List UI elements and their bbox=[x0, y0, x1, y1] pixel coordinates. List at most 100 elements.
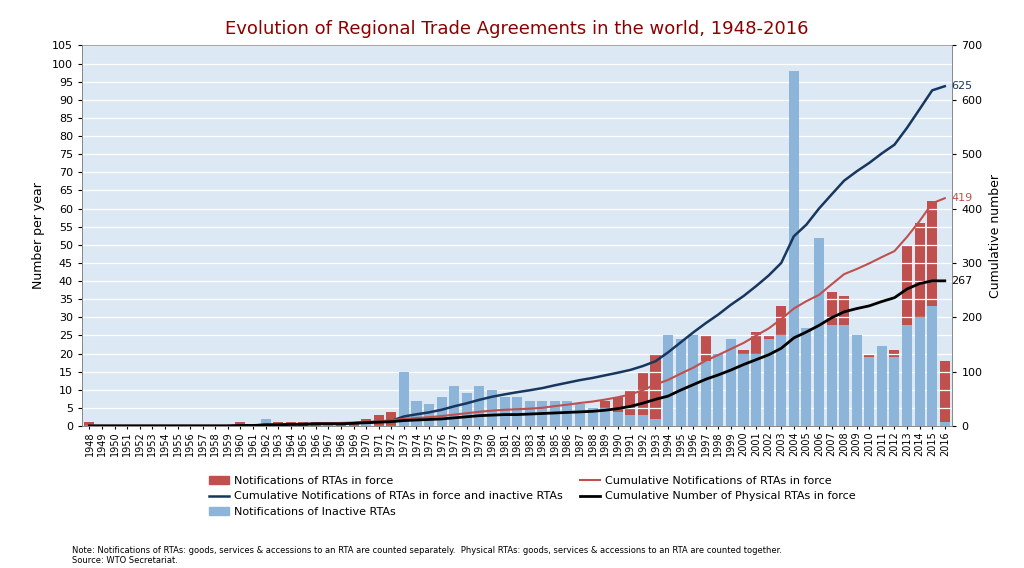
Bar bbox=[324, 423, 334, 426]
Bar bbox=[814, 237, 824, 426]
Bar bbox=[575, 404, 585, 426]
Bar bbox=[324, 423, 334, 426]
Bar bbox=[864, 357, 874, 426]
Bar bbox=[788, 292, 799, 426]
Bar bbox=[714, 353, 723, 426]
Bar bbox=[890, 350, 899, 426]
Bar bbox=[436, 411, 446, 426]
Bar bbox=[336, 423, 346, 426]
Bar bbox=[726, 350, 736, 426]
Bar bbox=[700, 335, 711, 426]
Bar bbox=[474, 386, 484, 426]
Bar bbox=[273, 423, 284, 426]
Bar bbox=[424, 415, 434, 426]
Bar bbox=[839, 324, 849, 426]
Text: Note: Notifications of RTAs: goods, services & accessions to an RTA are counted : Note: Notifications of RTAs: goods, serv… bbox=[72, 546, 781, 565]
Bar bbox=[575, 404, 585, 426]
Bar bbox=[626, 415, 635, 426]
Bar bbox=[386, 411, 396, 426]
Bar bbox=[399, 408, 409, 426]
Bar bbox=[738, 350, 749, 426]
Bar bbox=[902, 324, 912, 426]
Bar bbox=[751, 353, 761, 426]
Text: 419: 419 bbox=[951, 193, 973, 203]
Bar bbox=[612, 411, 623, 426]
Bar bbox=[638, 415, 648, 426]
Bar bbox=[852, 335, 862, 426]
Bar bbox=[738, 353, 749, 426]
Bar bbox=[650, 353, 660, 426]
Bar bbox=[361, 419, 372, 426]
Bar bbox=[914, 318, 925, 426]
Bar bbox=[348, 423, 358, 426]
Bar bbox=[776, 335, 786, 426]
Bar bbox=[399, 371, 409, 426]
Bar bbox=[927, 201, 937, 426]
Bar bbox=[538, 415, 547, 426]
Bar bbox=[890, 357, 899, 426]
Bar bbox=[374, 415, 384, 426]
Bar bbox=[676, 346, 686, 426]
Bar bbox=[412, 400, 422, 426]
Bar bbox=[84, 423, 94, 426]
Bar bbox=[940, 423, 950, 426]
Bar bbox=[600, 408, 610, 426]
Y-axis label: Cumulative number: Cumulative number bbox=[989, 174, 1002, 298]
Bar bbox=[839, 295, 849, 426]
Bar bbox=[286, 423, 296, 426]
Bar bbox=[638, 371, 648, 426]
Bar bbox=[776, 306, 786, 426]
Bar bbox=[260, 419, 270, 426]
Bar bbox=[826, 292, 837, 426]
Bar bbox=[412, 415, 422, 426]
Bar bbox=[726, 339, 736, 426]
Bar bbox=[626, 390, 635, 426]
Bar bbox=[663, 335, 673, 426]
Bar bbox=[864, 353, 874, 426]
Bar bbox=[462, 408, 472, 426]
Bar bbox=[751, 332, 761, 426]
Text: 625: 625 bbox=[951, 81, 972, 91]
Bar bbox=[612, 397, 623, 426]
Legend: Notifications of RTAs in force, Cumulative Notifications of RTAs in force and in: Notifications of RTAs in force, Cumulati… bbox=[209, 476, 856, 517]
Bar bbox=[550, 400, 560, 426]
Bar bbox=[802, 332, 811, 426]
Bar bbox=[524, 400, 535, 426]
Bar bbox=[826, 324, 837, 426]
Bar bbox=[902, 245, 912, 426]
Bar bbox=[562, 408, 572, 426]
Bar bbox=[260, 419, 270, 426]
Bar bbox=[588, 408, 598, 426]
Bar bbox=[600, 400, 610, 426]
Bar bbox=[512, 419, 522, 426]
Bar bbox=[688, 335, 698, 426]
Bar bbox=[802, 328, 811, 426]
Bar bbox=[852, 361, 862, 426]
Bar bbox=[676, 339, 686, 426]
Bar bbox=[877, 346, 887, 426]
Bar bbox=[764, 335, 774, 426]
Bar bbox=[650, 419, 660, 426]
Bar bbox=[940, 361, 950, 426]
Bar bbox=[474, 408, 484, 426]
Title: Evolution of Regional Trade Agreements in the world, 1948-2016: Evolution of Regional Trade Agreements i… bbox=[225, 20, 809, 38]
Bar bbox=[500, 415, 510, 426]
Bar bbox=[538, 400, 547, 426]
Bar bbox=[814, 346, 824, 426]
Text: 267: 267 bbox=[951, 276, 973, 286]
Bar bbox=[524, 419, 535, 426]
Bar bbox=[914, 223, 925, 426]
Bar bbox=[361, 423, 372, 426]
Bar bbox=[877, 346, 887, 426]
Bar bbox=[487, 390, 497, 426]
Bar bbox=[550, 404, 560, 426]
Bar bbox=[764, 339, 774, 426]
Bar bbox=[663, 368, 673, 426]
Bar bbox=[311, 423, 321, 426]
Bar bbox=[424, 404, 434, 426]
Bar bbox=[512, 397, 522, 426]
Y-axis label: Number per year: Number per year bbox=[32, 182, 45, 289]
Bar bbox=[500, 397, 510, 426]
Bar bbox=[450, 408, 459, 426]
Bar bbox=[450, 386, 459, 426]
